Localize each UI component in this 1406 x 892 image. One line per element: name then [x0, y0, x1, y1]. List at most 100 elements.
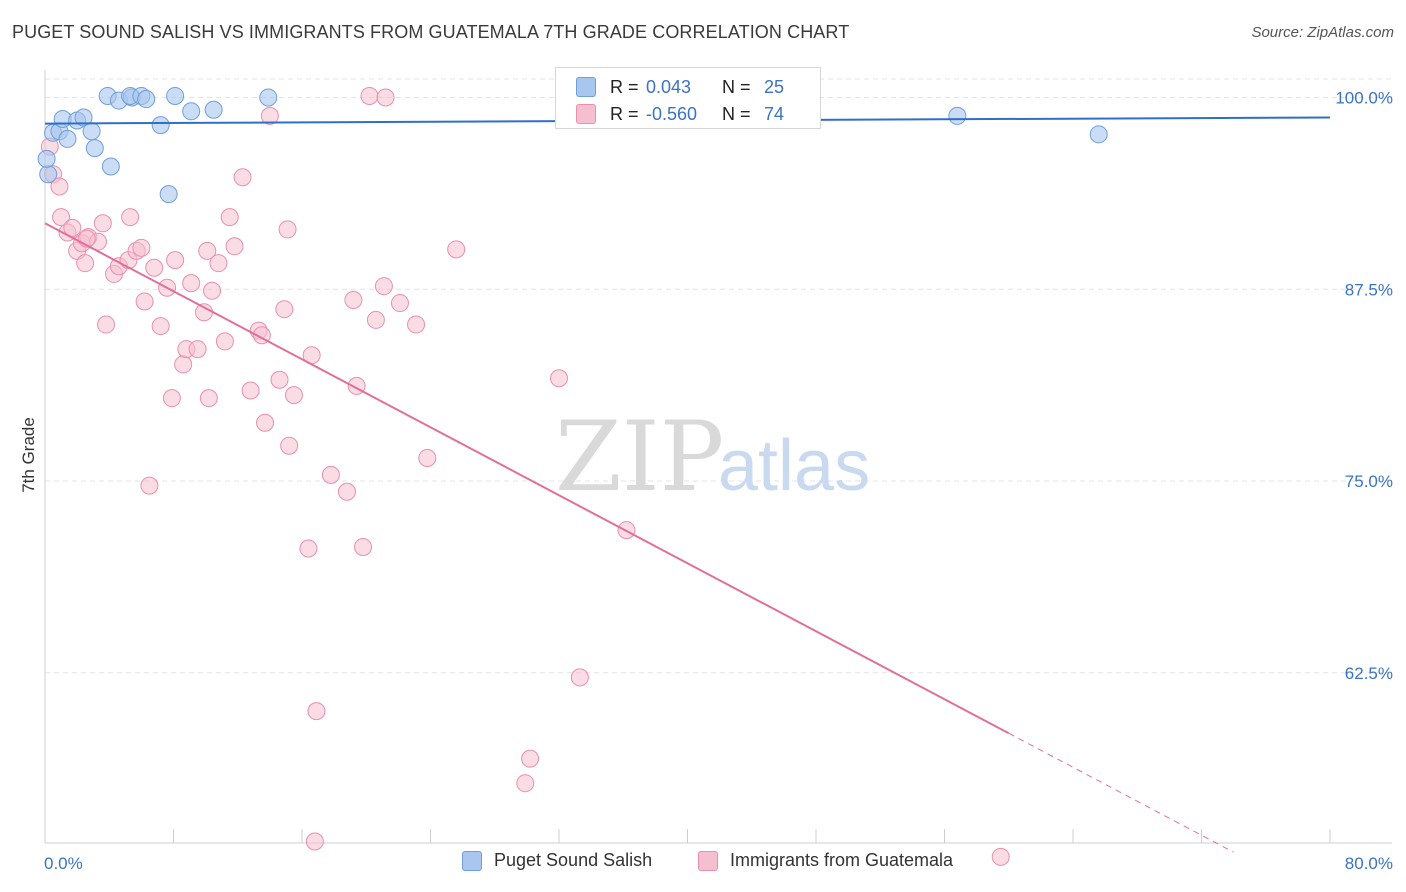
axes	[44, 70, 1392, 844]
guatemala-point	[270, 370, 289, 389]
salish-point	[948, 106, 967, 125]
legend-swatch-guatemala	[698, 850, 718, 871]
r-value: -0.560	[646, 103, 698, 124]
r-label: R =	[610, 103, 639, 124]
guatemala-point	[354, 537, 373, 556]
salish-point	[1089, 125, 1108, 144]
guatemala-point	[390, 294, 409, 313]
x-tick-label: 80.0%	[1345, 854, 1393, 873]
guatemala-point	[447, 240, 466, 259]
guatemala-point	[203, 281, 222, 300]
n-label: N =	[722, 103, 751, 124]
guatemala-point	[135, 292, 154, 311]
watermark: ZIP atlas	[555, 401, 870, 513]
guatemala-point	[344, 290, 363, 309]
guatemala-point	[198, 241, 217, 260]
salish-point	[166, 86, 185, 105]
guatemala-point	[215, 332, 234, 351]
r-label: R =	[610, 76, 639, 97]
guatemala-point	[550, 369, 568, 388]
guatemala-point	[516, 774, 535, 793]
guatemala-point	[182, 274, 201, 293]
guatemala-point	[307, 702, 326, 721]
salish-point	[259, 88, 278, 107]
guatemala-trend-line	[44, 222, 1010, 735]
stats-legend: R = 0.043 N = 25 R = -0.560 N = 74	[555, 67, 821, 129]
salish-point	[58, 129, 77, 148]
salish-point	[37, 149, 56, 168]
guatemala-point	[52, 208, 71, 227]
tick-labels: 62.5% 75.0% 87.5% 100.0% 0.0% 80.0%	[44, 89, 1393, 874]
watermark-zip: ZIP	[555, 401, 724, 513]
legend-item-guatemala[interactable]: Immigrants from Guatemala	[698, 850, 953, 871]
guatemala-point	[360, 86, 379, 105]
guatemala-point	[151, 317, 170, 336]
chart-title: PUGET SOUND SALISH VS IMMIGRANTS FROM GU…	[12, 22, 850, 42]
guatemala-point	[991, 847, 1010, 866]
salish-swatch	[576, 77, 596, 97]
guatemala-point	[132, 238, 151, 257]
stats-row-salish: R = 0.043 N = 25	[576, 74, 784, 100]
guatemala-point	[145, 258, 164, 277]
series-guatemala-points	[40, 86, 1010, 866]
source-label: Source: ZipAtlas.com	[1251, 24, 1394, 41]
guatemala-point	[275, 300, 294, 319]
guatemala-trend-extension	[1008, 732, 1234, 853]
guatemala-point	[50, 177, 69, 196]
guatemala-point	[241, 381, 260, 400]
guatemala-point	[256, 413, 275, 432]
salish-point	[39, 165, 58, 184]
guatemala-point	[366, 310, 385, 329]
legend-label-guatemala: Immigrants from Guatemala	[730, 850, 954, 870]
guatemala-point	[337, 482, 356, 501]
y-tick-label: 75.0%	[1345, 472, 1393, 491]
salish-point	[204, 100, 223, 119]
guatemala-point	[305, 832, 324, 851]
y-tick-label: 62.5%	[1345, 664, 1393, 683]
y-axis-label: 7th Grade	[19, 417, 38, 493]
guatemala-point	[162, 389, 181, 408]
n-value: 25	[764, 76, 785, 97]
guatemala-point	[188, 340, 207, 359]
guatemala-point	[376, 88, 395, 107]
guatemala-point	[199, 389, 218, 408]
bottom-legend: Puget Sound Salish Immigrants from Guate…	[0, 850, 1406, 880]
salish-point	[137, 90, 156, 109]
guatemala-point	[63, 218, 82, 237]
grid-lines	[45, 78, 1392, 674]
salish-point	[101, 157, 120, 176]
salish-point	[74, 108, 93, 127]
guatemala-point	[418, 448, 437, 467]
guatemala-point	[321, 465, 340, 484]
x-tick-label: 0.0%	[44, 854, 83, 873]
guatemala-point	[140, 476, 159, 495]
y-tick-label: 87.5%	[1345, 280, 1393, 299]
guatemala-point	[121, 208, 140, 227]
guatemala-point	[407, 315, 426, 334]
n-value: 74	[764, 103, 785, 124]
guatemala-point	[225, 237, 244, 256]
guatemala-point	[97, 315, 116, 334]
salish-point	[85, 139, 104, 158]
guatemala-point	[280, 436, 299, 455]
guatemala-point	[174, 355, 193, 374]
guatemala-point	[260, 106, 279, 125]
legend-label-salish: Puget Sound Salish	[494, 850, 653, 870]
salish-point	[82, 122, 101, 141]
guatemala-point	[284, 386, 303, 405]
stats-row-guatemala: R = -0.560 N = 74	[576, 101, 784, 127]
r-value: 0.043	[646, 76, 692, 97]
legend-swatch-salish	[462, 850, 482, 871]
guatemala-point	[220, 208, 239, 227]
guatemala-point	[76, 254, 95, 273]
y-tick-label: 100.0%	[1335, 89, 1393, 108]
guatemala-point	[93, 214, 112, 233]
salish-point	[182, 102, 201, 121]
guatemala-point	[570, 668, 589, 687]
guatemala-point	[166, 251, 185, 270]
legend-item-salish[interactable]: Puget Sound Salish	[462, 850, 652, 871]
series-salish-points	[37, 86, 1108, 204]
guatemala-point	[521, 749, 540, 768]
n-label: N =	[722, 76, 751, 97]
